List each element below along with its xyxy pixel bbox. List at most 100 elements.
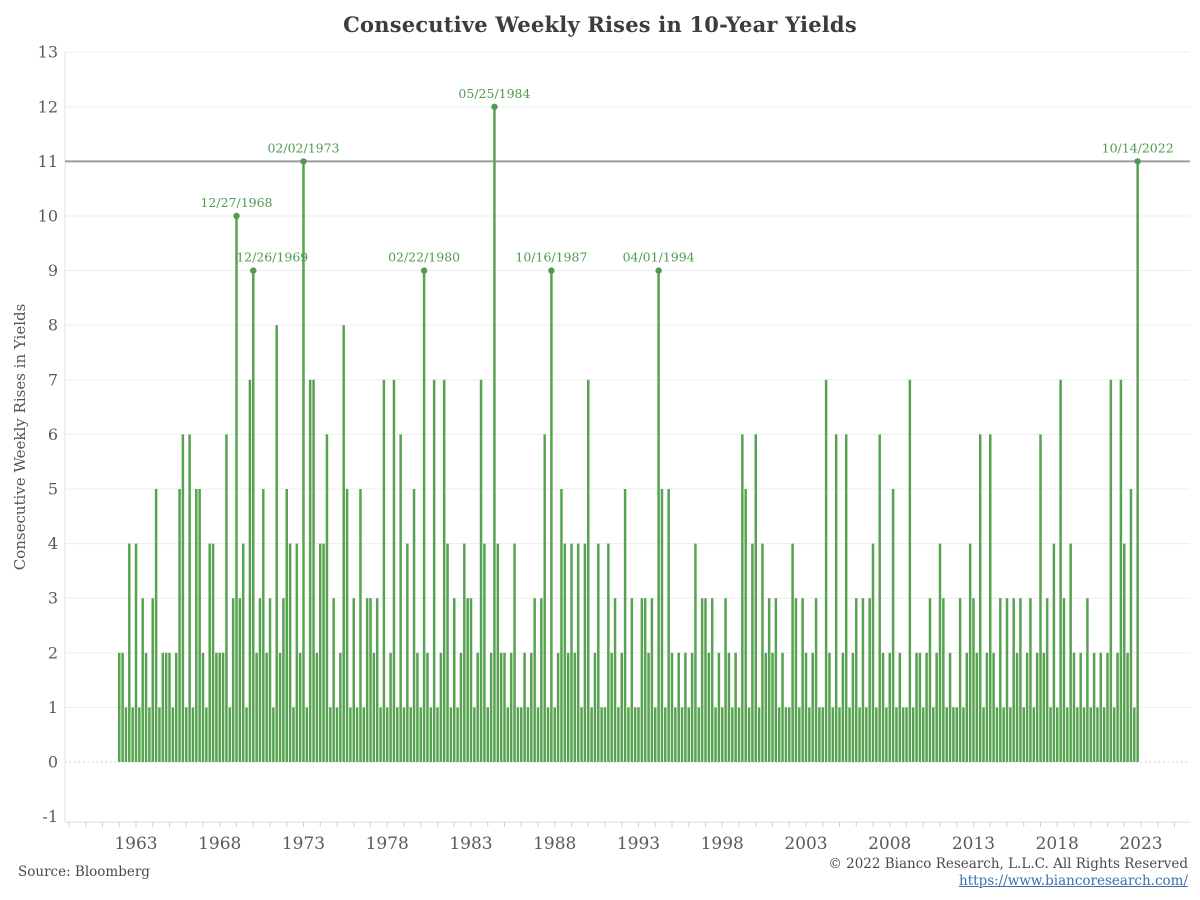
bar xyxy=(372,652,376,762)
bar xyxy=(503,652,506,762)
bar xyxy=(955,707,958,762)
bar xyxy=(1015,652,1019,762)
bar xyxy=(456,707,459,762)
bar xyxy=(536,707,540,762)
bar xyxy=(1012,598,1015,762)
bar xyxy=(932,707,935,762)
bar xyxy=(674,707,677,762)
bar xyxy=(185,707,188,762)
bar xyxy=(379,707,382,762)
bar xyxy=(788,707,791,762)
bar xyxy=(958,598,962,762)
bar xyxy=(885,707,888,762)
plot-borders xyxy=(64,52,1190,823)
bar xyxy=(580,707,583,762)
bar xyxy=(406,543,409,762)
bar xyxy=(382,379,386,762)
bar xyxy=(493,106,496,763)
bar xyxy=(922,707,925,762)
bar xyxy=(409,707,412,762)
bar xyxy=(677,652,680,762)
website-link[interactable]: https://www.biancoresearch.com/ xyxy=(959,873,1188,889)
bar xyxy=(1136,161,1139,762)
bar xyxy=(1035,652,1039,762)
y-axis-title: Consecutive Weekly Rises in Yields xyxy=(11,304,29,571)
bar xyxy=(613,598,617,762)
bar xyxy=(607,543,610,762)
bar xyxy=(952,707,955,762)
bar xyxy=(637,707,640,762)
bar xyxy=(252,270,255,762)
svg-text:2003: 2003 xyxy=(784,834,827,854)
bar xyxy=(509,652,513,762)
bar xyxy=(741,434,744,762)
bar xyxy=(1089,707,1092,762)
svg-text:1983: 1983 xyxy=(449,834,492,854)
bar xyxy=(164,652,168,762)
bar xyxy=(520,707,523,762)
bar xyxy=(751,543,754,762)
bar xyxy=(235,216,238,762)
annotation-dot xyxy=(655,267,662,274)
bar xyxy=(560,489,563,762)
bar xyxy=(597,543,600,762)
bar xyxy=(717,652,721,762)
footer-right: © 2022 Bianco Research, L.L.C. All Right… xyxy=(828,856,1188,890)
bar xyxy=(486,707,489,762)
bar xyxy=(965,652,969,762)
bar xyxy=(898,652,902,762)
bar xyxy=(811,652,814,762)
svg-text:11: 11 xyxy=(38,152,58,171)
bar xyxy=(670,652,674,762)
annotation-dot xyxy=(548,267,555,274)
bar xyxy=(533,598,536,762)
bar xyxy=(513,543,516,762)
bar xyxy=(600,707,603,762)
bar xyxy=(453,598,456,762)
bar xyxy=(121,652,124,762)
bar xyxy=(422,270,426,762)
bar xyxy=(791,543,794,762)
bar xyxy=(399,434,402,762)
bar xyxy=(989,434,992,762)
copyright-label: © 2022 Bianco Research, L.L.C. All Right… xyxy=(828,856,1188,872)
annotation-dot xyxy=(420,267,428,274)
bar xyxy=(878,434,881,762)
bar xyxy=(1096,707,1099,762)
svg-text:2013: 2013 xyxy=(952,834,995,854)
bar xyxy=(754,434,757,762)
bar xyxy=(355,707,359,762)
bar xyxy=(483,543,486,762)
bar xyxy=(499,652,503,762)
bar xyxy=(278,652,282,762)
svg-text:1: 1 xyxy=(48,698,58,717)
bar xyxy=(141,598,144,762)
svg-text:10: 10 xyxy=(38,207,58,226)
bar xyxy=(848,707,851,762)
bar xyxy=(506,707,510,762)
bar xyxy=(660,489,664,762)
bar xyxy=(275,325,278,762)
bar xyxy=(124,707,128,762)
bar xyxy=(694,543,697,762)
bar xyxy=(151,598,154,762)
bar xyxy=(325,434,329,762)
bar xyxy=(697,707,701,762)
bar xyxy=(1072,652,1076,762)
bar xyxy=(442,379,446,762)
bar xyxy=(174,652,178,762)
bar xyxy=(764,652,768,762)
bar xyxy=(1066,707,1069,762)
bar xyxy=(546,707,550,762)
bar xyxy=(1022,707,1025,762)
bar xyxy=(995,707,999,762)
bar xyxy=(262,489,265,762)
bar xyxy=(650,598,654,762)
annotation-label: 12/26/1969 xyxy=(236,250,308,265)
bar xyxy=(1126,652,1129,762)
svg-text:2018: 2018 xyxy=(1036,834,1079,854)
bar xyxy=(523,652,526,762)
bar xyxy=(1049,707,1052,762)
